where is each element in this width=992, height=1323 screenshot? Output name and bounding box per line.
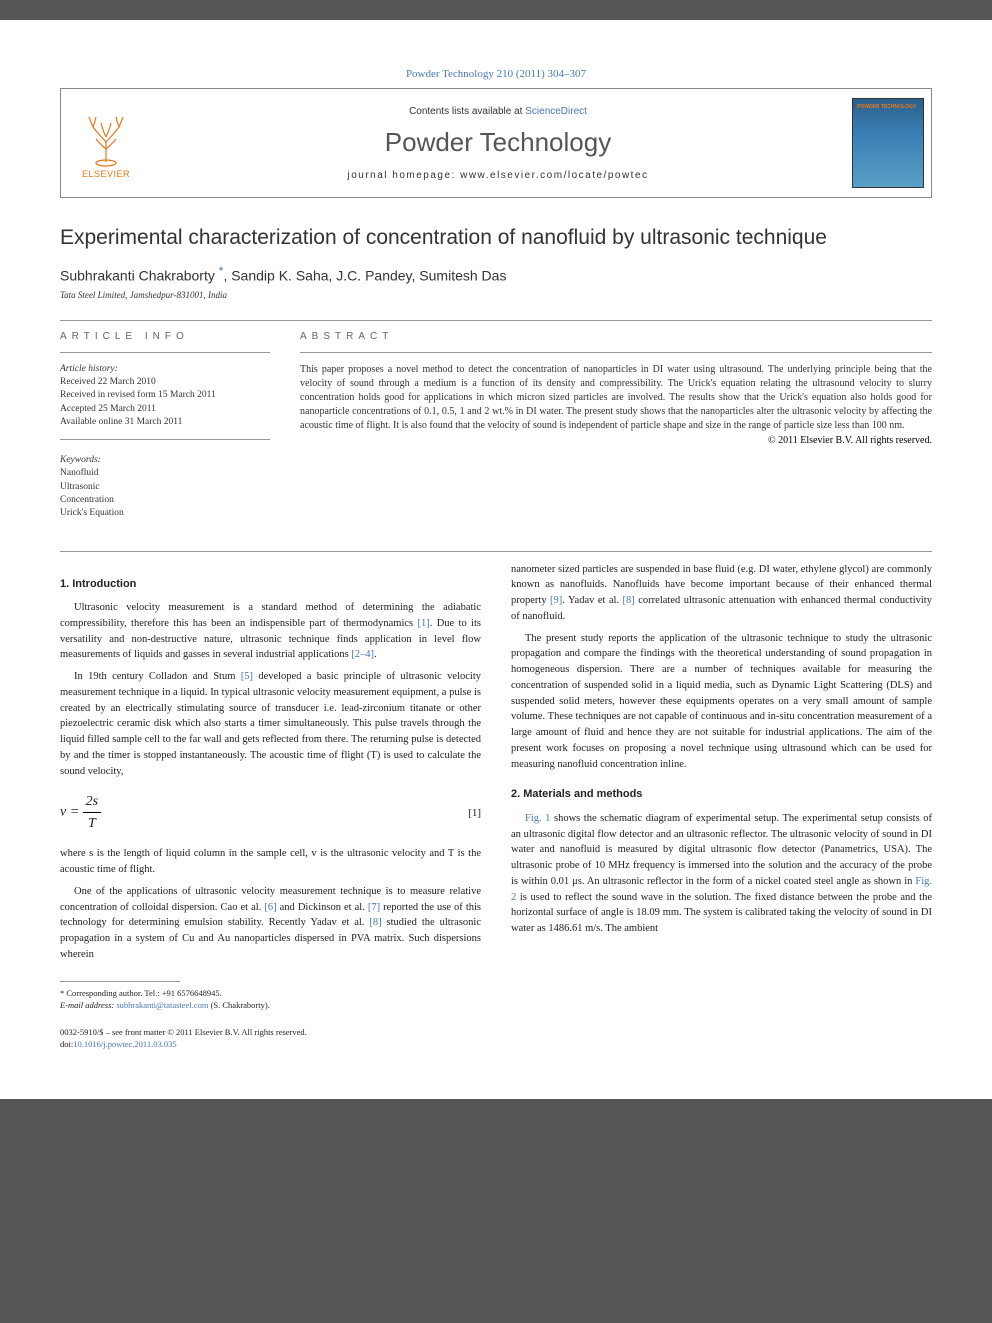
- eq-lhs: v =: [60, 805, 83, 820]
- cover-thumbnail: POWDER TECHNOLOGY: [852, 98, 924, 188]
- fraction-numerator: 2s: [83, 791, 101, 813]
- info-abstract-row: ARTICLE INFO Article history: Received 2…: [60, 331, 932, 521]
- paragraph: The present study reports the applicatio…: [511, 631, 932, 773]
- email-link[interactable]: subhrakanti@tatasteel.com: [116, 1000, 208, 1010]
- text: and Dickinson et al.: [277, 902, 368, 913]
- figure-link[interactable]: Fig. 1: [525, 813, 550, 824]
- left-column: 1. Introduction Ultrasonic velocity meas…: [60, 562, 481, 1052]
- page-container: Powder Technology 210 (2011) 304–307 ELS…: [0, 20, 992, 1099]
- reference-link[interactable]: [9]: [550, 595, 562, 606]
- text: is used to reflect the sound wave in the…: [511, 892, 932, 935]
- reference-link[interactable]: [5]: [241, 671, 253, 682]
- contents-prefix: Contents lists available at: [409, 106, 525, 117]
- reference-link[interactable]: [8]: [369, 917, 381, 928]
- equation-row: v = 2sT [1]: [60, 791, 481, 834]
- email-label: E-mail address:: [60, 1000, 116, 1010]
- paragraph: Fig. 1 shows the schematic diagram of ex…: [511, 811, 932, 937]
- keyword: Urick's Equation: [60, 507, 270, 520]
- affiliation: Tata Steel Limited, Jamshedpur-831001, I…: [60, 290, 932, 300]
- right-column: nanometer sized particles are suspended …: [511, 562, 932, 1052]
- corresponding-author-footnote: * Corresponding author. Tel.: +91 657664…: [60, 988, 481, 1000]
- journal-cover: POWDER TECHNOLOGY: [845, 89, 931, 197]
- keyword: Concentration: [60, 494, 270, 507]
- reference-link[interactable]: [6]: [264, 902, 276, 913]
- abstract-column: ABSTRACT This paper proposes a novel met…: [300, 331, 932, 521]
- article-title: Experimental characterization of concent…: [60, 226, 932, 250]
- doi-link[interactable]: 10.1016/j.powtec.2011.03.035: [73, 1039, 176, 1049]
- fraction: 2sT: [83, 791, 101, 834]
- header-center: Contents lists available at ScienceDirec…: [151, 89, 845, 197]
- elsevier-label: ELSEVIER: [82, 169, 130, 179]
- contents-line: Contents lists available at ScienceDirec…: [151, 106, 845, 117]
- section-heading-1: 1. Introduction: [60, 576, 481, 593]
- accepted-date: Accepted 25 March 2011: [60, 403, 270, 416]
- elsevier-logo: ELSEVIER: [61, 89, 151, 197]
- cover-title-text: POWDER TECHNOLOGY: [857, 105, 919, 111]
- article-info-label: ARTICLE INFO: [60, 331, 270, 342]
- abstract-copyright: © 2011 Elsevier B.V. All rights reserved…: [300, 435, 932, 446]
- fraction-denominator: T: [83, 813, 101, 834]
- homepage-url: www.elsevier.com/locate/powtec: [460, 170, 648, 181]
- paragraph: where s is the length of liquid column i…: [60, 846, 481, 878]
- section-heading-2: 2. Materials and methods: [511, 786, 932, 803]
- top-citation: Powder Technology 210 (2011) 304–307: [60, 68, 932, 80]
- journal-name: Powder Technology: [151, 127, 845, 158]
- homepage-prefix: journal homepage:: [347, 170, 460, 181]
- elsevier-tree-icon: [81, 107, 131, 167]
- online-date: Available online 31 March 2011: [60, 416, 270, 429]
- received-date: Received 22 March 2010: [60, 376, 270, 389]
- authors-rest: , Sandip K. Saha, J.C. Pandey, Sumitesh …: [223, 268, 506, 284]
- paragraph: nanometer sized particles are suspended …: [511, 562, 932, 625]
- text: developed a basic principle of ultrasoni…: [60, 671, 481, 777]
- keywords-block: Keywords: Nanofluid Ultrasonic Concentra…: [60, 454, 270, 520]
- divider: [300, 352, 932, 353]
- divider: [60, 352, 270, 353]
- text: In 19th century Colladon and Stum: [74, 671, 241, 682]
- authors-line: Subhrakanti Chakraborty *, Sandip K. Sah…: [60, 264, 932, 284]
- abstract-label: ABSTRACT: [300, 331, 932, 342]
- article-history: Article history: Received 22 March 2010 …: [60, 363, 270, 429]
- keywords-heading: Keywords:: [60, 454, 270, 467]
- divider: [60, 439, 270, 440]
- history-heading: Article history:: [60, 363, 270, 376]
- reference-link[interactable]: [1]: [417, 618, 429, 629]
- journal-header: ELSEVIER Contents lists available at Sci…: [60, 88, 932, 198]
- equation-number: [1]: [468, 805, 481, 822]
- text: shows the schematic diagram of experimen…: [511, 813, 932, 887]
- sciencedirect-link[interactable]: ScienceDirect: [525, 106, 587, 117]
- divider: [60, 320, 932, 321]
- revised-date: Received in revised form 15 March 2011: [60, 389, 270, 402]
- paragraph: In 19th century Colladon and Stum [5] de…: [60, 669, 481, 779]
- email-suffix: (S. Chakraborty).: [208, 1000, 269, 1010]
- equation: v = 2sT: [60, 791, 101, 834]
- reference-link[interactable]: [8]: [623, 595, 635, 606]
- divider: [60, 551, 932, 552]
- doi-prefix: doi:: [60, 1039, 73, 1049]
- paragraph: One of the applications of ultrasonic ve…: [60, 884, 481, 963]
- email-footnote: E-mail address: subhrakanti@tatasteel.co…: [60, 1000, 481, 1012]
- text: . Yadav et al.: [562, 595, 622, 606]
- reference-link[interactable]: [2–4]: [351, 649, 374, 660]
- issn-line: 0032-5910/$ – see front matter © 2011 El…: [60, 1027, 481, 1039]
- footnote-separator: [60, 981, 180, 982]
- text: .: [374, 649, 377, 660]
- body-columns: 1. Introduction Ultrasonic velocity meas…: [60, 562, 932, 1052]
- bottom-info: 0032-5910/$ – see front matter © 2011 El…: [60, 1027, 481, 1051]
- keyword: Nanofluid: [60, 467, 270, 480]
- article-info-column: ARTICLE INFO Article history: Received 2…: [60, 331, 270, 521]
- author-corresponding: Subhrakanti Chakraborty: [60, 268, 219, 284]
- doi-line: doi:10.1016/j.powtec.2011.03.035: [60, 1039, 481, 1051]
- homepage-line: journal homepage: www.elsevier.com/locat…: [151, 170, 845, 181]
- keyword: Ultrasonic: [60, 481, 270, 494]
- reference-link[interactable]: [7]: [368, 902, 380, 913]
- paragraph: Ultrasonic velocity measurement is a sta…: [60, 600, 481, 663]
- abstract-text: This paper proposes a novel method to de…: [300, 363, 932, 433]
